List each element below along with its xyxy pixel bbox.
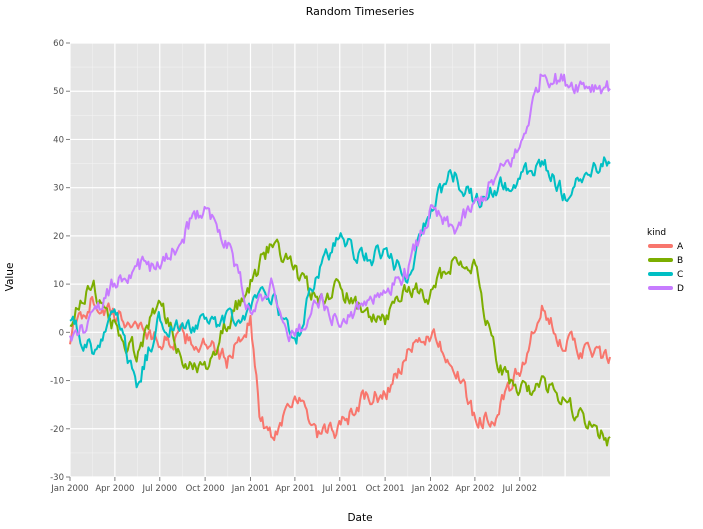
x-tick-label: Jan 2001 xyxy=(231,484,269,494)
legend-label-D: D xyxy=(677,284,684,294)
y-tick-label: -20 xyxy=(50,425,64,435)
x-tick-label: Oct 2000 xyxy=(186,484,225,494)
y-tick-label: 10 xyxy=(53,280,64,290)
series-line-C xyxy=(69,156,611,389)
x-tick-label: Apr 2002 xyxy=(455,484,494,494)
y-tick-label: 60 xyxy=(53,39,64,49)
y-tick-label: 40 xyxy=(53,135,64,145)
y-tick-label: 50 xyxy=(53,87,64,97)
y-tick-label: -10 xyxy=(50,377,64,387)
legend-label-B: B xyxy=(677,256,683,266)
legend-label-A: A xyxy=(677,242,684,252)
x-tick-label: Jul 2002 xyxy=(501,484,537,494)
series-line-D xyxy=(69,72,611,343)
y-tick-label: 20 xyxy=(53,232,64,242)
x-axis-label: Date xyxy=(347,512,372,524)
legend-title: kind xyxy=(647,228,666,238)
series-line-B xyxy=(69,238,611,447)
y-tick-label: 30 xyxy=(53,184,64,194)
y-axis-label: Value xyxy=(4,263,16,292)
x-tick-label: Apr 2000 xyxy=(95,484,134,494)
x-tick-label: Apr 2001 xyxy=(275,484,314,494)
x-tick-label: Jan 2000 xyxy=(50,484,88,494)
chart-title: Random Timeseries xyxy=(306,5,415,18)
series-line-A xyxy=(69,295,611,442)
x-tick-label: Jul 2001 xyxy=(321,484,357,494)
x-tick-label: Oct 2001 xyxy=(366,484,405,494)
y-axis: -30 -20 -10 0 10 20 30 40 50 60 xyxy=(50,39,70,483)
x-tick-label: Jul 2000 xyxy=(141,484,177,494)
y-tick-label: -30 xyxy=(50,473,64,483)
series-lines xyxy=(69,72,611,447)
y-tick-label: 0 xyxy=(59,328,64,338)
legend-label-C: C xyxy=(677,270,683,280)
x-axis: Jan 2000 Apr 2000 Jul 2000 Oct 2000 Jan 2001… xyxy=(50,477,537,494)
x-tick-label: Jan 2002 xyxy=(411,484,449,494)
